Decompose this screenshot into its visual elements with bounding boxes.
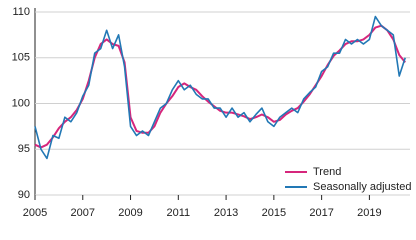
x-tick-label: 2005 [23, 207, 47, 219]
chart: 90 95 100 105 110 2005 2007 2009 2011 2013 2015 201… [12, 6, 412, 219]
series-line [34, 24, 406, 149]
y-tick-label: 90 [18, 189, 30, 201]
x-tick-label: 2011 [166, 207, 190, 219]
x-tick-label: 2019 [357, 207, 381, 219]
y-tick-label: 95 [18, 143, 30, 155]
legend-label: Trend [313, 166, 341, 178]
y-tick-label: 110 [12, 6, 30, 18]
x-tick-label: 2015 [262, 207, 286, 219]
x-tick-label: 2007 [71, 207, 95, 219]
y-tick-label: 100 [12, 97, 30, 109]
x-tick-label: 2017 [309, 207, 333, 219]
y-tick-label: 105 [12, 52, 30, 64]
series-line [34, 15, 406, 160]
x-tick-label: 2013 [214, 207, 238, 219]
x-tick-label: 2009 [118, 207, 142, 219]
legend-label: Seasonally adjusted [313, 181, 411, 193]
